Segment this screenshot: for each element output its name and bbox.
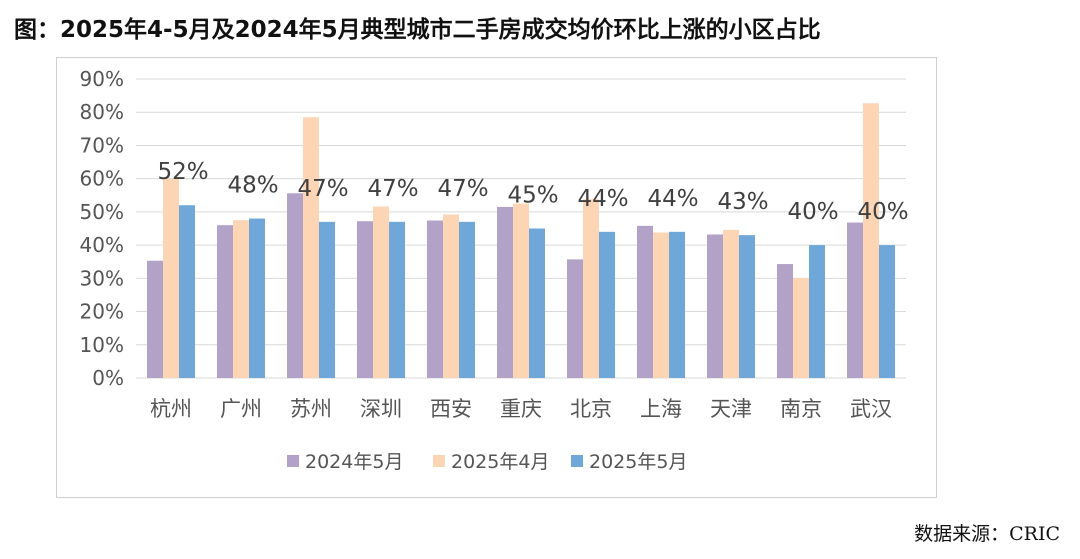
- legend-swatch: [287, 455, 299, 467]
- x-tick-label: 南京: [780, 397, 822, 421]
- y-tick-label: 70%: [80, 133, 124, 157]
- bar: [707, 234, 723, 378]
- x-tick-label: 重庆: [500, 397, 542, 421]
- bar: [357, 221, 373, 378]
- y-tick-label: 40%: [80, 233, 124, 257]
- y-tick-label: 20%: [80, 300, 124, 324]
- bar: [389, 221, 405, 378]
- legend-label: 2024年5月: [305, 451, 403, 473]
- bar: [793, 278, 809, 378]
- x-tick-label: 上海: [640, 397, 682, 421]
- bar: [233, 220, 249, 378]
- bar: [809, 245, 825, 378]
- x-tick-label: 苏州: [290, 397, 332, 421]
- y-tick-label: 50%: [80, 200, 124, 224]
- legend-label: 2025年5月: [589, 451, 687, 473]
- bar: [847, 222, 863, 378]
- data-label: 40%: [857, 199, 908, 225]
- y-tick-label: 30%: [80, 266, 124, 290]
- x-tick-label: 天津: [710, 397, 752, 421]
- bar: [249, 218, 265, 378]
- x-tick-label: 深圳: [360, 397, 402, 421]
- bar: [373, 206, 389, 378]
- x-tick-label: 杭州: [150, 397, 192, 421]
- legend-swatch: [433, 455, 445, 467]
- bar: [567, 259, 583, 378]
- x-tick-label: 武汉: [850, 397, 892, 421]
- y-tick-label: 60%: [80, 167, 124, 191]
- y-tick-label: 10%: [80, 333, 124, 357]
- bar: [739, 235, 755, 378]
- bar: [497, 206, 513, 378]
- bar: [863, 103, 879, 378]
- data-label: 44%: [647, 186, 698, 212]
- bar: [583, 199, 599, 378]
- x-tick-label: 西安: [430, 397, 472, 421]
- data-source: 数据来源：CRIC: [914, 523, 1060, 545]
- data-label: 43%: [717, 189, 768, 215]
- data-label: 44%: [577, 186, 628, 212]
- bar: [179, 205, 195, 378]
- x-tick-label: 北京: [570, 397, 612, 421]
- bar: [529, 228, 545, 378]
- bar: [513, 203, 529, 378]
- bar: [459, 221, 475, 378]
- bar: [879, 245, 895, 378]
- bar: [777, 264, 793, 378]
- bar: [653, 232, 669, 378]
- data-label: 48%: [227, 173, 278, 199]
- data-label: 40%: [787, 199, 838, 225]
- legend-label: 2025年4月: [451, 451, 549, 473]
- bar: [147, 260, 163, 378]
- bar: [669, 231, 685, 378]
- x-tick-label: 广州: [220, 397, 262, 421]
- bar: [217, 225, 233, 378]
- bar: [163, 178, 179, 378]
- bar: [303, 117, 319, 378]
- bar: [723, 229, 739, 378]
- bar: [287, 193, 303, 378]
- y-tick-label: 90%: [80, 67, 124, 91]
- y-tick-label: 80%: [80, 100, 124, 124]
- chart-title: 图：2025年4-5月及2024年5月典型城市二手房成交均价环比上涨的小区占比: [14, 17, 821, 43]
- bar: [637, 225, 653, 378]
- data-label: 47%: [297, 176, 348, 202]
- data-label: 45%: [507, 183, 558, 209]
- bar: [443, 214, 459, 378]
- data-label: 52%: [157, 159, 208, 185]
- data-label: 47%: [367, 176, 418, 202]
- bar: [319, 221, 335, 378]
- bar: [427, 220, 443, 378]
- legend-swatch: [571, 455, 583, 467]
- data-label: 47%: [437, 176, 488, 202]
- y-tick-label: 0%: [92, 366, 124, 390]
- bar: [599, 231, 615, 378]
